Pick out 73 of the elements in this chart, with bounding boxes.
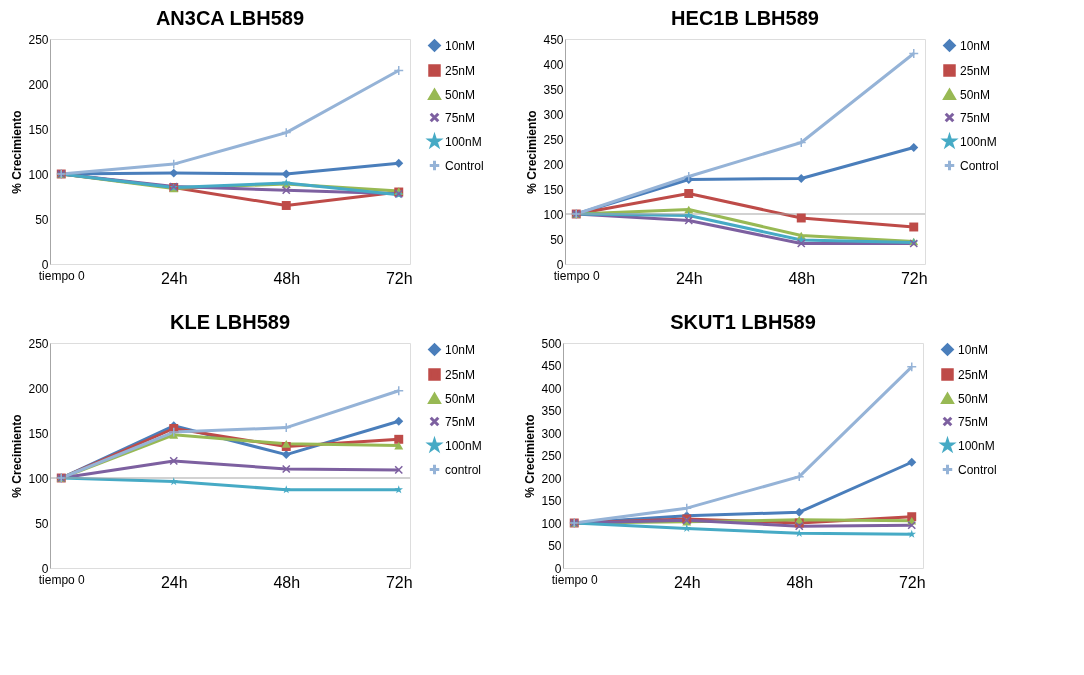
y-tick-label: 250 <box>28 336 49 351</box>
y-tick-label: 200 <box>28 381 49 396</box>
y-tick-label: 400 <box>541 381 562 396</box>
legend-label: 25nM <box>958 367 989 382</box>
x-tick-label: 72h <box>385 269 413 287</box>
legend-label: 50nM <box>445 87 476 102</box>
legend-label: 75nM <box>960 110 991 125</box>
x-tick-label: 24h <box>160 269 188 287</box>
legend-label: 50nM <box>960 87 991 102</box>
legend-label: 50nM <box>445 391 476 406</box>
legend-label: 100nM <box>445 134 482 149</box>
legend-label: 10nM <box>960 38 991 53</box>
y-tick-label: 300 <box>541 426 562 441</box>
x-tick-label: 24h <box>160 573 188 591</box>
legend-label: 25nM <box>960 63 991 78</box>
y-tick-label: 150 <box>541 494 562 508</box>
legend-label: 25nM <box>445 367 476 382</box>
y-tick-label: 350 <box>541 404 562 418</box>
legend-label: 25nM <box>445 63 476 78</box>
x-tick-label: 72h <box>900 269 928 287</box>
y-tick-label: 150 <box>543 182 564 197</box>
y-tick-label: 400 <box>543 57 564 72</box>
y-tick-label: 300 <box>543 107 564 122</box>
y-axis-title: % Crecimiento <box>10 110 25 194</box>
y-tick-label: 450 <box>543 32 564 47</box>
x-tick-label: 48h <box>786 573 814 591</box>
chart-title: KLE LBH589 <box>169 311 291 333</box>
legend-label: 100nM <box>958 438 995 453</box>
legend-label: 100nM <box>445 438 482 453</box>
y-tick-label: 100 <box>541 516 562 531</box>
legend-label: 10nM <box>445 342 476 357</box>
chart-title: HEC1B LBH589 <box>671 7 819 29</box>
y-tick-label: 100 <box>28 167 49 182</box>
x-tick-label: 48h <box>788 269 816 287</box>
x-tick-label: 72h <box>385 573 413 591</box>
y-tick-label: 50 <box>550 232 564 247</box>
x-tick-label: 24h <box>673 573 701 591</box>
y-tick-label: 100 <box>28 471 49 486</box>
y-axis-title: % Crecimiento <box>525 110 540 194</box>
x-tick-label: 48h <box>273 269 301 287</box>
y-tick-label: 100 <box>543 207 564 222</box>
legend-label: 100nM <box>960 134 997 149</box>
legend-label: 10nM <box>958 342 989 357</box>
x-tick-label: 24h <box>675 269 703 287</box>
legend-label: Control <box>960 158 999 173</box>
y-axis-title: % Crecimiento <box>10 414 25 498</box>
legend-label: 75nM <box>958 414 989 429</box>
y-tick-label: 200 <box>541 471 562 486</box>
legend-label: Control <box>958 462 997 477</box>
y-tick-label: 200 <box>543 157 564 172</box>
legend-label: 75nM <box>445 110 476 125</box>
legend-label: 75nM <box>445 414 476 429</box>
y-tick-label: 200 <box>28 77 49 92</box>
y-tick-label: 50 <box>35 516 49 531</box>
legend-label: control <box>445 462 482 477</box>
legend-label: Control <box>445 158 484 173</box>
y-tick-label: 50 <box>35 212 49 227</box>
legend-label: 50nM <box>958 391 989 406</box>
y-tick-label: 150 <box>28 426 49 441</box>
y-tick-label: 50 <box>548 539 562 553</box>
y-tick-label: 250 <box>541 449 562 463</box>
x-tick-label: 48h <box>273 573 301 591</box>
y-tick-label: 250 <box>28 32 49 47</box>
y-tick-label: 450 <box>541 359 562 373</box>
y-tick-label: 250 <box>543 132 564 147</box>
legend-label: 10nM <box>445 38 476 53</box>
chart-title: AN3CA LBH589 <box>155 7 305 29</box>
y-tick-label: 500 <box>541 336 562 351</box>
y-tick-label: 350 <box>543 82 564 97</box>
chart-title: SKUT1 LBH589 <box>670 311 816 333</box>
x-tick-label: 72h <box>898 573 926 591</box>
y-axis-title: % Crecimiento <box>523 414 538 498</box>
y-tick-label: 150 <box>28 122 49 137</box>
